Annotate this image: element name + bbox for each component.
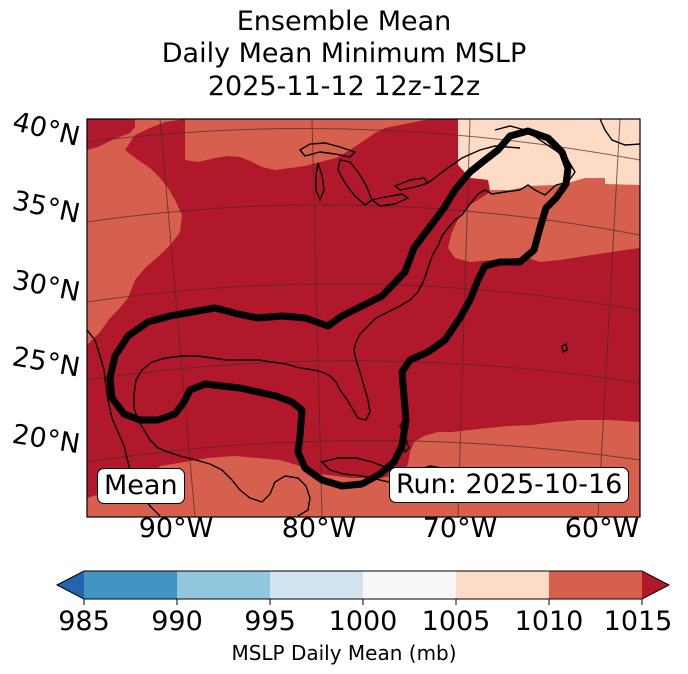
colorbar-segment-995-1000	[270, 571, 363, 599]
map-area	[87, 119, 640, 517]
coastlines	[87, 119, 640, 517]
colorbar-segment-985-990	[84, 571, 177, 599]
colorbar-segment-1005-1010	[456, 571, 549, 599]
lon-label-60w: 60°W	[564, 513, 640, 544]
colorbar-label: MSLP Daily Mean (mb)	[231, 641, 457, 665]
mean-label-box: Mean	[97, 468, 185, 504]
lon-label-80w: 80°W	[281, 513, 357, 544]
run-date-box: Run: 2025-10-16	[389, 467, 630, 503]
lon-label-90w: 90°W	[138, 513, 214, 544]
colorbar-segment-1010-1015	[549, 571, 642, 599]
mslp-1015-region-nw	[87, 119, 135, 150]
title-line-2: Daily Mean Minimum MSLP	[161, 38, 527, 69]
colorbar-tick-1000: 1000	[328, 606, 398, 637]
colorbar-tick-1010: 1010	[514, 606, 584, 637]
colorbar-segment-1000-1005	[363, 571, 456, 599]
colorbar-tick-990: 990	[151, 606, 203, 637]
colorbar-extend-low	[57, 571, 84, 599]
mslp-contour	[106, 127, 572, 490]
title-line-3: 2025-11-12 12z-12z	[207, 71, 481, 102]
colorbar	[55, 570, 671, 605]
mslp-1005-region	[458, 119, 640, 190]
colorbar-tick-1015: 1015	[603, 606, 673, 637]
colorbar-tick-995: 995	[244, 606, 296, 637]
lon-label-70w: 70°W	[422, 513, 498, 544]
colorbar-tick-985: 985	[58, 606, 110, 637]
colorbar-tick-1005: 1005	[421, 606, 491, 637]
title-line-1: Ensemble Mean	[236, 6, 452, 37]
colorbar-segment-990-995	[177, 571, 270, 599]
map-frame	[86, 118, 641, 518]
colorbar-extend-high	[642, 571, 669, 599]
